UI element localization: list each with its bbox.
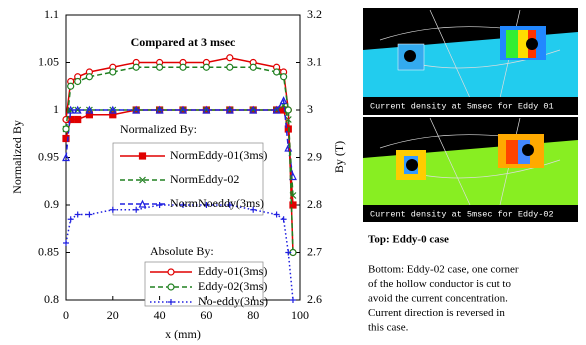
data-point	[157, 64, 163, 70]
y-tick-label: 0.95	[38, 149, 59, 163]
legend-marker	[168, 269, 174, 275]
panel-caption: Current density at 5msec for Eddy 01	[370, 101, 554, 111]
x-axis-label: x (mm)	[165, 327, 201, 341]
data-point	[75, 117, 81, 123]
y2-tick-label: 3.1	[307, 54, 322, 68]
y-tick-label: 1.05	[38, 54, 59, 68]
legend-title: Normalized By:	[120, 122, 197, 136]
legend-label: Eddy-01(3ms)	[198, 264, 267, 278]
legend-marker	[140, 153, 146, 159]
y-tick-label: 1.1	[44, 7, 59, 21]
y-tick-label: 1	[53, 102, 59, 116]
y-tick-label: 0.9	[44, 197, 59, 211]
data-point	[86, 212, 92, 218]
y2-tick-label: 2.6	[307, 292, 322, 306]
data-point	[63, 240, 69, 246]
simulation-image-bottom	[363, 117, 578, 222]
chart-title: Compared at 3 msec	[131, 35, 236, 49]
data-point	[68, 216, 74, 222]
note-line: of the hollow conductor is cut to	[368, 278, 511, 290]
data-point	[86, 74, 92, 80]
panel-caption: Current density at 5msec for Eddy-02	[370, 209, 554, 219]
note-line: this case.	[368, 322, 409, 334]
data-point	[281, 216, 287, 222]
data-point	[281, 74, 287, 80]
notes: Bottom: Eddy-02 case, one corner of the h…	[368, 264, 519, 334]
legend-label: Eddy-02(3ms)	[198, 279, 267, 293]
note-line: avoid the current concentration.	[368, 293, 508, 305]
data-point	[274, 69, 280, 75]
x-tick-label: 100	[291, 308, 309, 322]
x-tick-label: 80	[247, 308, 259, 322]
y2-tick-label: 2.9	[307, 149, 322, 163]
y2-tick-label: 2.8	[307, 197, 322, 211]
data-point	[63, 126, 69, 132]
y2-tick-label: 3	[307, 102, 313, 116]
note-line: Current direction is reversed in	[368, 307, 505, 319]
data-point	[110, 69, 116, 75]
y2-tick-label: 2.7	[307, 244, 322, 258]
legend-label: No-eddy(3ms)	[198, 294, 268, 308]
legend-title: Absolute By:	[150, 244, 214, 258]
legend-label: NormEddy-02	[170, 172, 239, 186]
x-tick-label: 20	[107, 308, 119, 322]
data-point	[250, 64, 256, 70]
data-point	[68, 83, 74, 89]
simulation-image-top	[363, 8, 578, 115]
data-point	[75, 212, 81, 218]
data-point	[203, 64, 209, 70]
x-tick-label: 40	[154, 308, 166, 322]
data-point	[227, 64, 233, 70]
data-point	[180, 64, 186, 70]
note-line: Bottom: Eddy-02 case, one corner	[368, 264, 519, 276]
data-point	[75, 79, 81, 85]
data-point	[227, 55, 233, 61]
legend-label: NormEddy-01(3ms)	[170, 148, 267, 162]
data-point	[133, 64, 139, 70]
legend-label: NormNoeddy(3ms)	[170, 196, 264, 210]
y-tick-label: 0.85	[38, 244, 59, 258]
y2-tick-label: 3.2	[307, 7, 322, 21]
x-tick-label: 60	[200, 308, 212, 322]
y-tick-label: 0.8	[44, 292, 59, 306]
data-point	[63, 117, 69, 123]
page: Current density at 5msec for Eddy 01 Cur…	[0, 0, 586, 345]
x-tick-label: 0	[63, 308, 69, 322]
data-point	[285, 107, 291, 113]
note-top: Top: Eddy-0 case	[368, 234, 449, 246]
data-point	[290, 297, 296, 303]
y-axis-label: Normalized By	[10, 120, 24, 194]
y2-axis-label: By (T)	[332, 141, 346, 173]
legend-marker	[168, 284, 174, 290]
